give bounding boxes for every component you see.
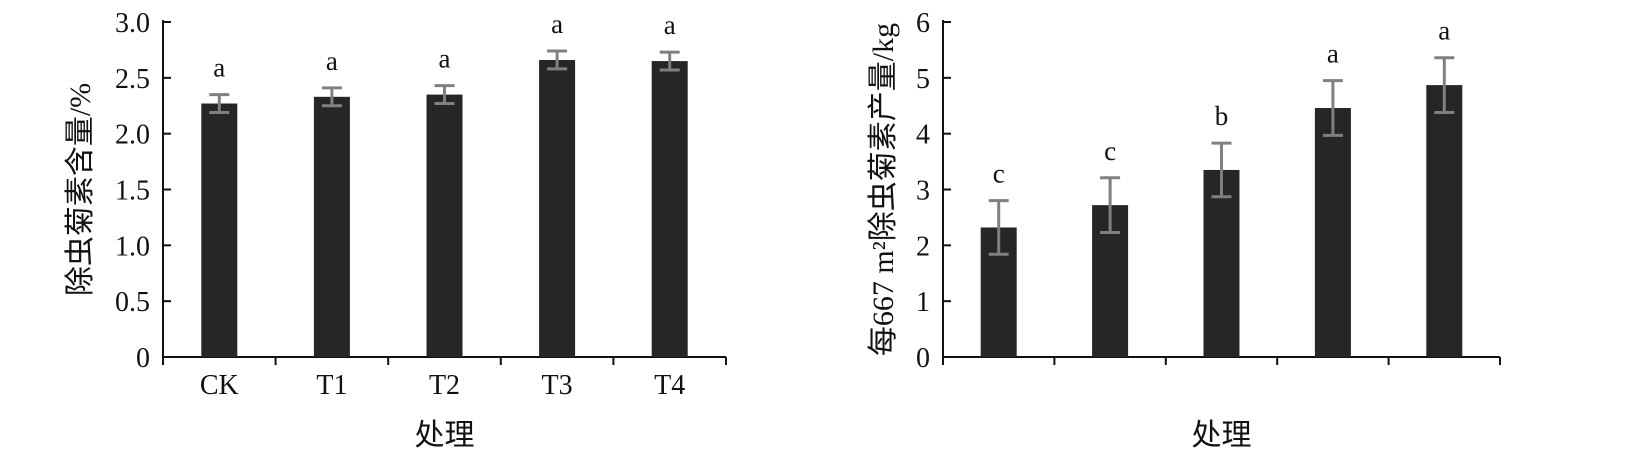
x-tick-label: CK <box>200 370 239 401</box>
significance-label: a <box>326 46 338 76</box>
significance-label: a <box>1438 16 1450 46</box>
x-axis-title: 处理 <box>415 419 475 452</box>
significance-label: c <box>993 159 1005 189</box>
y-tick-label: 0.5 <box>115 287 150 318</box>
bar <box>201 103 238 358</box>
y-tick-label: 1.5 <box>115 176 150 207</box>
bar <box>1203 169 1240 357</box>
bar <box>426 94 463 357</box>
significance-label: a <box>1327 39 1339 69</box>
x-tick-label: T3 <box>542 370 573 401</box>
chart-left: 0 0.5 1.0 1.5 2.0 2.5 3.0 a CK a T1 a T2 a T3 a T4 处理 除虫菊素… <box>64 8 727 452</box>
y-tick-label: 5 <box>916 64 930 95</box>
y-axis-title: 每667 m²除虫菊素产量/kg <box>867 23 900 356</box>
y-tick-label: 2.5 <box>115 64 150 95</box>
y-tick-label: 0 <box>916 343 930 374</box>
bar <box>1314 107 1351 357</box>
bar <box>539 59 576 357</box>
bar <box>651 61 688 357</box>
x-tick-label: T4 <box>654 370 685 401</box>
y-tick-label: 1 <box>916 287 930 318</box>
y-tick-label: 3.0 <box>115 8 150 39</box>
x-axis-title: 处理 <box>1192 419 1252 452</box>
significance-label: c <box>1104 136 1116 166</box>
y-axis-title: 除虫菊素含量/% <box>64 83 97 296</box>
bar <box>1426 85 1463 357</box>
bar <box>313 96 350 358</box>
y-tick-label: 3 <box>916 176 930 207</box>
y-tick-label: 1.0 <box>115 231 150 262</box>
y-tick-label: 6 <box>916 8 930 39</box>
y-tick-label: 4 <box>916 120 930 151</box>
y-tick-label: 2.0 <box>115 120 150 151</box>
y-tick-label: 0 <box>136 343 150 374</box>
significance-label: a <box>551 9 563 39</box>
y-tick-label: 2 <box>916 231 930 262</box>
significance-label: a <box>213 53 225 83</box>
significance-label: a <box>439 44 451 74</box>
x-tick-label: T1 <box>316 370 347 401</box>
x-tick-label: T2 <box>429 370 460 401</box>
chart-right: 0 1 2 3 4 5 6 c c b a a 处理 每667 m²除虫菊素产量/kg <box>867 8 1501 452</box>
significance-label: a <box>664 10 676 40</box>
significance-label: b <box>1215 101 1229 131</box>
